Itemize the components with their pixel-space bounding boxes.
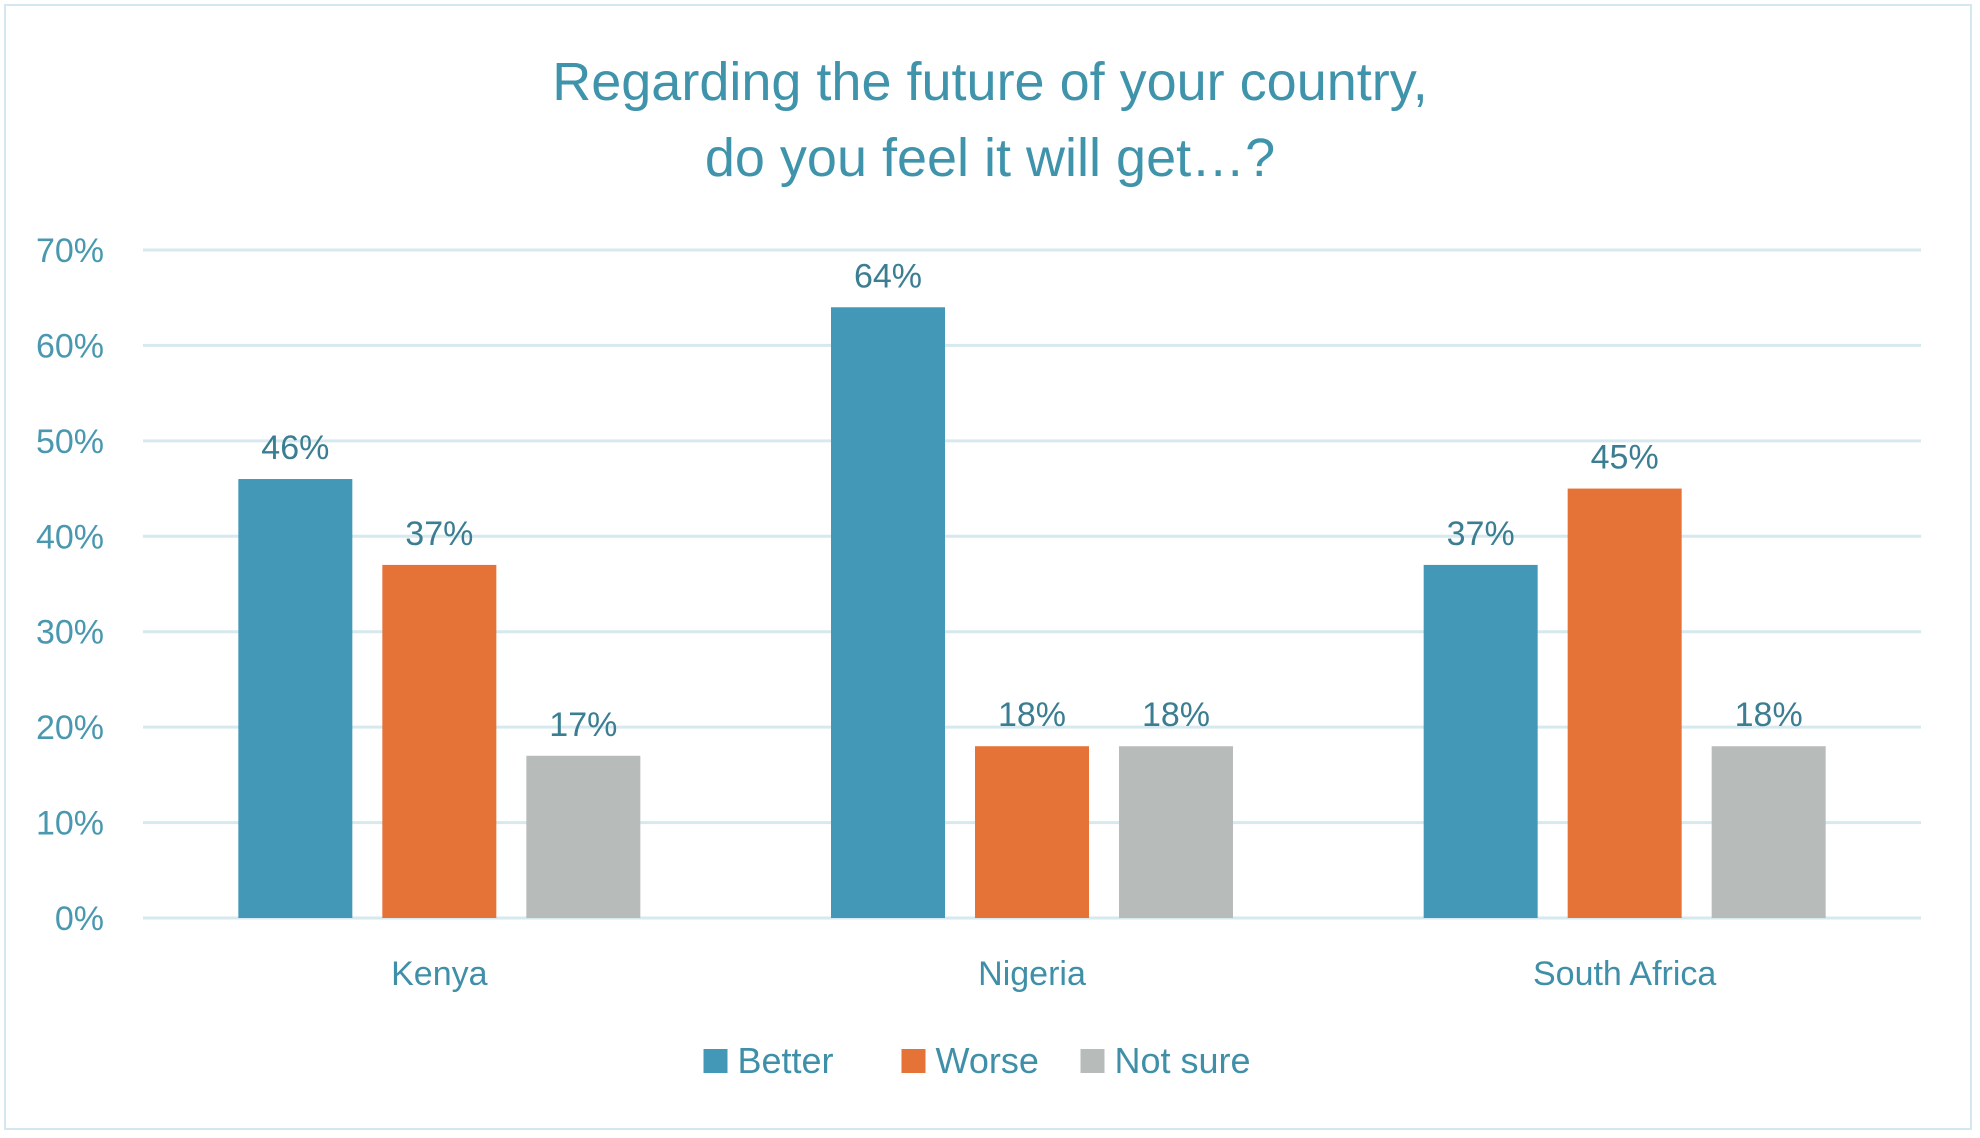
legend-item-not-sure: Not sure [1080, 1040, 1251, 1081]
legend-swatch [703, 1049, 728, 1073]
data-label: 64% [854, 257, 922, 295]
legend-item-better: Better [703, 1040, 834, 1081]
bar-better-kenya [238, 479, 353, 918]
bar-worse-south-africa [1567, 488, 1682, 918]
bar-worse-nigeria [975, 746, 1089, 918]
chart-title-line-1: Regarding the future of your country, [552, 52, 1428, 112]
bar-better-south-africa [1423, 564, 1538, 918]
y-tick-label: 70% [36, 232, 104, 270]
legend-swatch [901, 1049, 926, 1073]
data-label: 37% [1447, 515, 1515, 553]
bar-not-sure-nigeria [1119, 746, 1233, 918]
y-tick-label: 30% [36, 614, 104, 652]
y-tick-label: 40% [36, 518, 104, 556]
y-tick-label: 0% [55, 900, 104, 938]
category-label: South Africa [1533, 955, 1716, 993]
data-label: 17% [549, 706, 617, 744]
legend-label: Not sure [1115, 1040, 1251, 1081]
y-tick-label: 50% [36, 423, 104, 461]
data-label: 45% [1591, 439, 1659, 477]
y-tick-label: 60% [36, 327, 104, 365]
chart-frame [4, 4, 1972, 1130]
bar-not-sure-south-africa [1711, 746, 1826, 918]
chart-title-line-2: do you feel it will get…? [705, 128, 1275, 188]
category-label: Nigeria [978, 955, 1086, 993]
legend-label: Better [738, 1040, 834, 1081]
legend-swatch [1080, 1049, 1105, 1073]
bar-worse-kenya [382, 564, 497, 918]
data-label: 46% [261, 429, 329, 467]
data-label: 18% [1142, 696, 1210, 734]
data-label: 37% [405, 515, 473, 553]
legend-label: Worse [936, 1040, 1039, 1081]
bar-better-nigeria [831, 307, 945, 918]
data-label: 18% [998, 696, 1066, 734]
bar-not-sure-kenya [526, 755, 641, 918]
legend-item-worse: Worse [901, 1040, 1039, 1081]
category-label: Kenya [391, 955, 487, 993]
y-tick-label: 10% [36, 805, 104, 843]
data-label: 18% [1735, 696, 1803, 734]
y-tick-label: 20% [36, 709, 104, 747]
